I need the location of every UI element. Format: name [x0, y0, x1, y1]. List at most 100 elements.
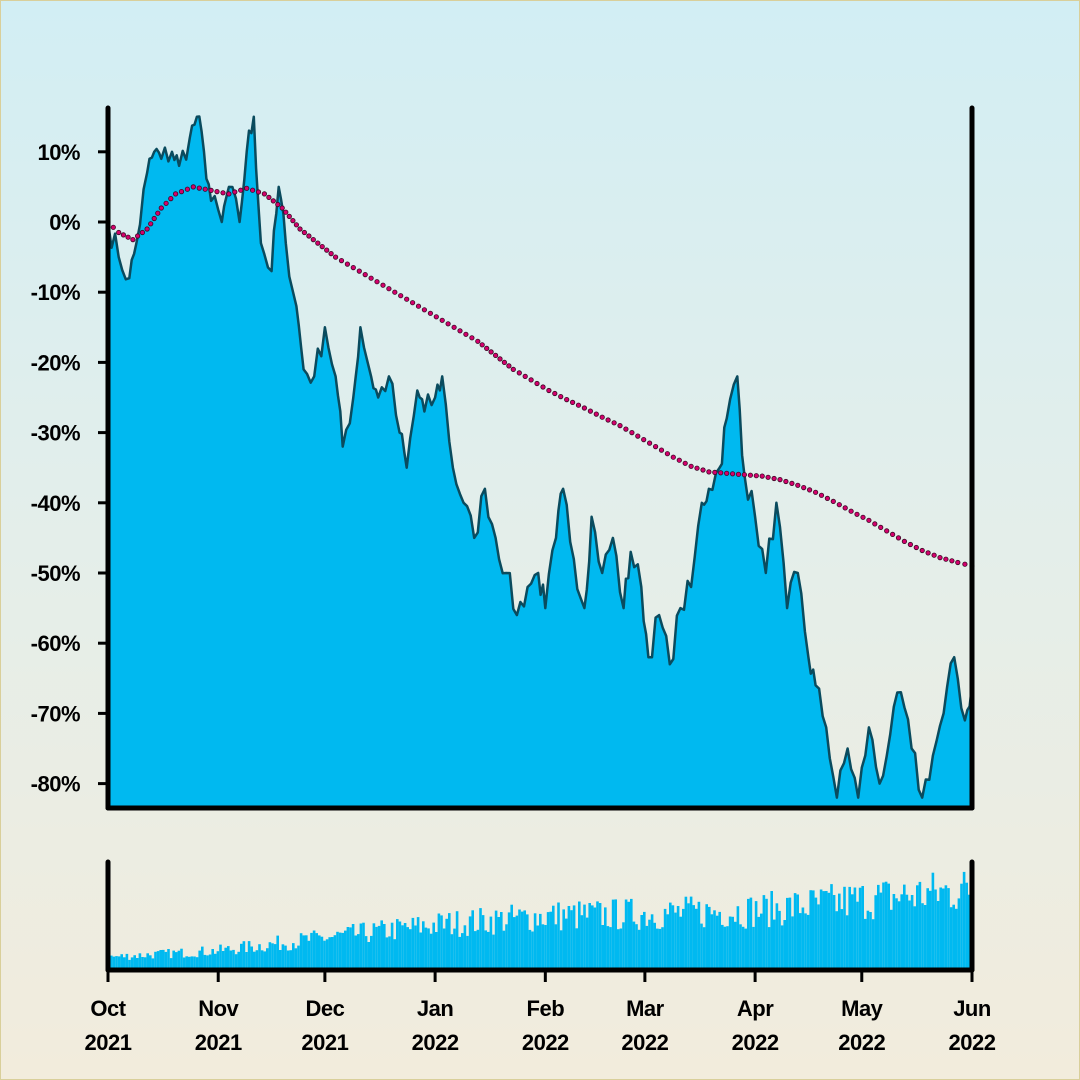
- volume-bar: [383, 924, 386, 970]
- volume-bar: [115, 956, 118, 970]
- trend-dot: [729, 471, 736, 477]
- trend-dot: [445, 321, 451, 327]
- volume-bar: [271, 943, 274, 970]
- volume-bar: [125, 953, 129, 970]
- volume-bar: [260, 950, 264, 970]
- volume-bar: [177, 950, 181, 970]
- trend-dot: [344, 261, 350, 267]
- trend-dot: [178, 189, 185, 195]
- trend-dot: [196, 185, 202, 191]
- volume-bar: [851, 894, 854, 970]
- volume-bar: [762, 895, 766, 970]
- x-tick-label-month: Jun: [953, 996, 991, 1021]
- trend-dot: [789, 480, 795, 486]
- volume-bar: [929, 890, 932, 970]
- volume-bar: [372, 923, 376, 970]
- volume-bar: [866, 910, 870, 970]
- volume-bar: [396, 919, 399, 970]
- trend-dot: [700, 467, 706, 473]
- volume-bar: [445, 918, 448, 970]
- trend-dot: [641, 436, 647, 443]
- volume-bar: [728, 916, 732, 970]
- trend-dot: [475, 338, 481, 344]
- volume-bar: [136, 958, 139, 970]
- volume-bar: [349, 927, 352, 970]
- volume-bar: [190, 956, 194, 970]
- volume-bar: [409, 929, 412, 970]
- volume-bar: [554, 924, 558, 970]
- y-tick-label: -80%: [31, 772, 80, 797]
- trend-dot: [688, 463, 694, 469]
- volume-bar: [934, 889, 937, 970]
- volume-bar: [741, 926, 745, 970]
- trend-dot: [184, 186, 190, 192]
- volume-bar: [708, 906, 711, 970]
- volume-bar: [908, 900, 911, 970]
- volume-bar: [180, 948, 183, 970]
- trend-dot: [718, 470, 724, 476]
- x-tick-label-month: Feb: [527, 996, 565, 1021]
- volume-bar: [541, 924, 545, 970]
- volume-bar: [206, 955, 209, 970]
- volume-bar: [918, 881, 922, 970]
- volume-bar: [736, 906, 740, 970]
- volume-bar: [526, 914, 529, 970]
- x-tick-label-year: 2022: [949, 1030, 996, 1055]
- volume-bar: [775, 903, 779, 970]
- trend-dot: [783, 478, 789, 485]
- volume-bar: [809, 890, 812, 970]
- trend-dot: [266, 194, 272, 200]
- trend-dot: [522, 373, 528, 379]
- trend-dot: [310, 237, 316, 243]
- trend-dot: [534, 380, 540, 387]
- volume-bar: [375, 926, 378, 970]
- trend-dot: [488, 349, 494, 355]
- volume-bar: [960, 883, 963, 970]
- volume-bar: [559, 930, 563, 970]
- volume-bar: [437, 913, 441, 970]
- trend-dot: [901, 538, 908, 545]
- trend-dot: [368, 275, 374, 281]
- volume-bar: [848, 886, 851, 970]
- volume-bar: [715, 915, 719, 970]
- volume-bar: [292, 943, 295, 970]
- trend-dot: [842, 505, 848, 511]
- volume-bar: [463, 925, 467, 970]
- trend-dot: [202, 186, 208, 192]
- volume-bar: [203, 954, 207, 970]
- volume-bar: [892, 894, 896, 970]
- trend-dot: [279, 205, 285, 211]
- trend-dot: [190, 184, 196, 190]
- volume-bar: [266, 948, 269, 970]
- volume-bar: [302, 935, 305, 970]
- volume-bar: [182, 957, 186, 970]
- volume-bar: [687, 903, 690, 970]
- volume-bar: [419, 932, 422, 970]
- volume-bar: [536, 925, 539, 970]
- performance-area: [108, 116, 972, 808]
- volume-bar: [479, 908, 482, 970]
- volume-bar: [354, 935, 357, 970]
- volume-bar: [593, 907, 597, 970]
- volume-bar: [250, 946, 253, 970]
- volume-bar: [734, 921, 737, 970]
- trend-dot: [173, 191, 179, 197]
- volume-bar: [388, 936, 391, 970]
- volume-bar: [193, 956, 196, 970]
- trend-dot: [261, 191, 267, 197]
- trend-dot: [427, 310, 433, 316]
- volume-bar: [500, 912, 503, 970]
- trend-dot: [854, 511, 860, 517]
- volume-bar: [323, 940, 326, 970]
- volume-bar: [422, 921, 425, 970]
- trend-dot: [168, 196, 174, 202]
- volume-bar: [489, 916, 493, 970]
- volume-bar: [468, 916, 472, 970]
- volume-bar: [936, 901, 940, 970]
- trend-dot: [913, 544, 919, 551]
- volume-bar: [297, 945, 300, 970]
- volume-bar: [835, 911, 838, 970]
- volume-bar: [513, 917, 516, 970]
- volume-bar: [128, 959, 131, 970]
